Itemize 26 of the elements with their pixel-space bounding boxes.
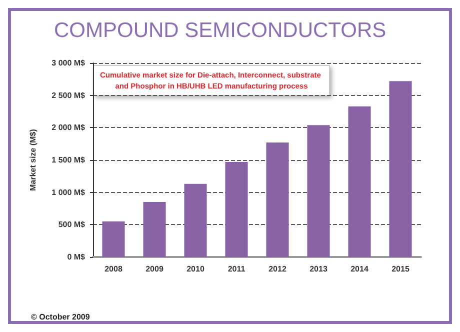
x-tick-label: 2008 [104, 264, 123, 274]
x-tick-label: 2014 [350, 264, 369, 274]
y-tick-label: 1 500 M$ [52, 156, 86, 164]
chart-title: COMPOUND SEMICONDUCTORS [54, 19, 386, 42]
bar [102, 221, 125, 257]
y-axis-title: Market size (M$) [28, 128, 38, 191]
bar [225, 162, 248, 257]
bar [348, 106, 371, 257]
bar [184, 184, 207, 257]
bar [307, 125, 330, 257]
bar [266, 142, 289, 257]
x-tick-label: 2012 [268, 264, 287, 274]
y-tick-label: 0 M$ [67, 252, 86, 262]
x-tick-label: 2010 [186, 264, 205, 274]
x-tick-label: 2009 [146, 264, 164, 274]
y-tick-label: 500 M$ [58, 220, 86, 230]
text: © October 2009 [31, 312, 90, 322]
x-tick-label: 2013 [310, 264, 328, 274]
x-tick-label: 2015 [392, 264, 410, 274]
x-tick-label: 2011 [228, 264, 246, 274]
y-tick-label: 3 000 M$ [52, 58, 86, 68]
y-tick-label: 2 000 M$ [52, 123, 86, 132]
y-tick-label: 1 000 M$ [52, 188, 86, 197]
y-tick-label: 2 500 M$ [52, 90, 86, 100]
bar [143, 202, 166, 257]
bar [389, 81, 412, 257]
